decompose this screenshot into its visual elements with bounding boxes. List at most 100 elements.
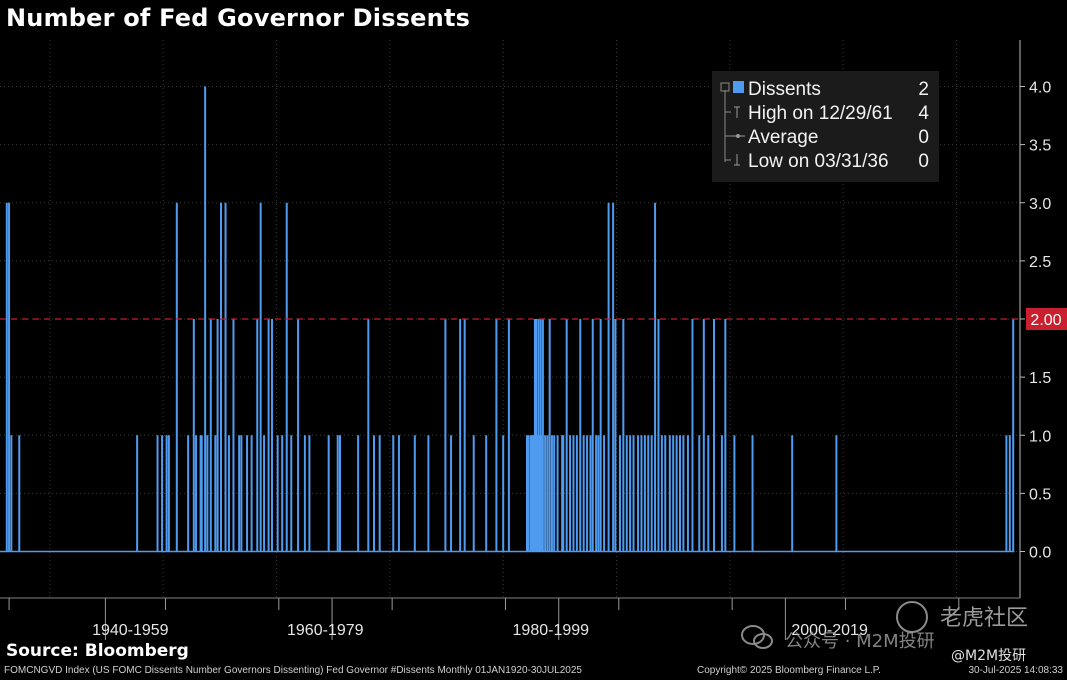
bar	[336, 435, 339, 552]
bar	[367, 319, 370, 552]
bar	[553, 435, 556, 552]
bar	[647, 435, 650, 552]
bar	[548, 319, 551, 552]
bar	[214, 435, 217, 552]
bar	[657, 319, 660, 552]
bar	[682, 435, 685, 552]
bar	[565, 319, 568, 552]
bar	[607, 202, 610, 552]
bar	[156, 435, 159, 552]
bar	[835, 435, 838, 552]
bar	[546, 435, 549, 552]
bar	[450, 435, 453, 552]
bar	[495, 319, 498, 552]
bar	[556, 435, 559, 552]
bar	[472, 435, 475, 552]
bar	[579, 319, 582, 552]
bar	[686, 435, 689, 552]
bar	[502, 435, 505, 552]
bar	[591, 319, 594, 552]
x-period-label: 1940-1959	[92, 622, 169, 639]
bar	[526, 435, 528, 552]
bar	[220, 202, 222, 552]
bar	[1012, 319, 1015, 552]
legend[interactable]: Dissents 2 High on 12/29/61 4 Average 0 Low on…	[712, 71, 939, 182]
y-tick-label: 3.5	[1029, 138, 1051, 155]
bar	[5, 202, 8, 552]
bar	[538, 435, 541, 552]
bar	[224, 202, 227, 552]
bar	[10, 435, 13, 552]
bar	[720, 435, 723, 552]
tiger-community-logo-icon	[896, 601, 928, 633]
footer-ticker-description: FOMCNGVD Index (US FOMC Dissents Number …	[4, 665, 582, 676]
watermark-brand: 老虎社区	[940, 606, 1029, 631]
collapse-icon	[720, 82, 730, 92]
bar	[378, 435, 381, 552]
bar	[643, 435, 646, 552]
bar	[618, 435, 621, 552]
legend-label: Low on 03/31/36	[748, 151, 889, 172]
bar	[702, 319, 705, 552]
bar-series-dissents	[0, 86, 1015, 553]
legend-value: 2	[918, 79, 929, 100]
bar	[297, 319, 300, 552]
bar	[18, 435, 21, 552]
legend-label: Dissents	[748, 79, 821, 100]
bar	[562, 435, 565, 552]
bar	[539, 319, 542, 552]
bar	[660, 435, 663, 552]
reference-line-group: 2.00	[0, 308, 1067, 330]
bar	[532, 435, 535, 552]
bar	[216, 319, 219, 552]
y-tick-label: 0.0	[1029, 545, 1051, 562]
legend-label: Average	[748, 127, 818, 148]
bar	[276, 435, 279, 552]
bar	[533, 319, 536, 552]
bar	[507, 319, 510, 552]
bar	[209, 319, 212, 552]
bar	[535, 319, 538, 552]
bar	[1008, 435, 1011, 552]
bar	[575, 435, 578, 552]
bar	[238, 435, 241, 552]
bar	[672, 435, 675, 552]
x-period-label: 1980-1999	[513, 622, 590, 639]
y-tick-label: 1.0	[1029, 428, 1051, 445]
bar	[582, 435, 585, 552]
bar	[632, 435, 635, 552]
y-tick-label: 4.0	[1029, 80, 1051, 97]
bar	[290, 435, 293, 552]
bar	[413, 435, 416, 552]
bar	[595, 435, 598, 552]
bar	[240, 435, 243, 552]
bar	[263, 435, 266, 552]
bar	[589, 435, 592, 552]
bar	[527, 435, 530, 552]
bar	[195, 435, 198, 552]
bar	[161, 435, 164, 552]
bar	[267, 319, 270, 552]
bar	[791, 435, 794, 552]
bar	[698, 435, 701, 552]
bar	[136, 435, 139, 552]
bar	[281, 435, 284, 552]
bar	[308, 435, 311, 552]
watermark-account: 公众号 · M2M投研	[785, 631, 935, 652]
bar	[637, 435, 640, 552]
bar	[625, 435, 628, 552]
bar	[397, 435, 400, 552]
bar	[1005, 435, 1008, 552]
source-label: Source: Bloomberg	[6, 641, 189, 661]
bar	[679, 435, 681, 552]
bar	[167, 435, 170, 552]
bar	[250, 435, 253, 552]
bar	[586, 435, 589, 552]
bar	[285, 202, 288, 552]
bar	[664, 435, 667, 552]
bar	[603, 435, 606, 552]
bar	[561, 435, 564, 552]
bar	[724, 319, 727, 552]
x-period-label: 1960-1979	[287, 622, 364, 639]
